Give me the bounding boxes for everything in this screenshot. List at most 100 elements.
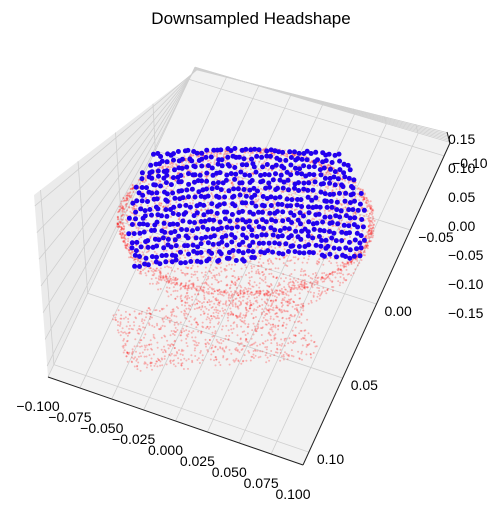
data-point: [207, 309, 210, 311]
data-point: [225, 324, 228, 327]
data-point: [237, 176, 240, 179]
data-point: [183, 314, 186, 317]
data-point: [371, 232, 374, 235]
data-point: [352, 198, 357, 204]
data-point: [369, 222, 371, 224]
data-point: [206, 325, 209, 328]
data-point: [168, 182, 174, 188]
data-point: [122, 197, 125, 200]
data-point: [244, 314, 247, 317]
data-point: [140, 345, 143, 348]
data-point: [271, 223, 274, 226]
data-point: [117, 211, 120, 214]
data-point: [366, 199, 369, 202]
data-point: [143, 319, 146, 322]
data-point: [189, 233, 192, 236]
data-point: [334, 270, 337, 273]
data-point: [200, 308, 203, 311]
data-point: [212, 335, 215, 337]
data-point: [161, 324, 164, 327]
data-point: [310, 235, 316, 241]
data-point: [184, 159, 187, 162]
data-point: [171, 311, 174, 313]
data-point: [301, 163, 307, 169]
data-point: [251, 255, 257, 261]
data-point: [191, 235, 194, 238]
data-point: [339, 281, 342, 284]
data-point: [208, 317, 211, 320]
data-point: [200, 330, 203, 333]
data-point: [235, 347, 238, 349]
data-point: [342, 196, 345, 199]
data-point: [290, 298, 293, 300]
data-point: [133, 248, 139, 254]
data-point: [154, 196, 160, 202]
data-point: [260, 334, 263, 336]
data-point: [184, 249, 187, 252]
data-point: [248, 193, 251, 196]
data-point: [268, 252, 271, 255]
data-point: [160, 202, 163, 205]
data-point: [272, 199, 275, 202]
data-point: [333, 271, 336, 274]
data-point: [252, 192, 258, 198]
data-point: [235, 186, 241, 192]
data-point: [159, 180, 162, 183]
data-point: [190, 267, 193, 269]
data-point: [165, 249, 168, 252]
data-point: [232, 253, 235, 255]
data-point: [184, 316, 187, 319]
data-point: [237, 294, 240, 297]
data-point: [366, 241, 369, 244]
data-point: [331, 211, 334, 214]
data-point: [179, 334, 182, 337]
data-point: [344, 279, 347, 282]
data-point: [343, 254, 348, 259]
data-point: [207, 160, 209, 162]
data-point: [192, 339, 195, 342]
data-point: [180, 362, 183, 365]
data-point: [135, 258, 138, 260]
data-point: [254, 153, 260, 159]
data-point: [301, 177, 304, 180]
data-point: [197, 293, 200, 296]
data-point: [283, 309, 286, 312]
data-point: [156, 322, 158, 325]
data-point: [373, 219, 376, 222]
data-point: [172, 167, 177, 173]
data-point: [361, 196, 363, 199]
data-point: [237, 207, 240, 210]
data-point: [170, 314, 173, 317]
data-point: [348, 253, 351, 255]
data-point: [244, 286, 247, 289]
data-point: [325, 243, 331, 249]
data-point: [229, 225, 235, 231]
data-point: [128, 195, 131, 198]
data-point: [220, 152, 223, 155]
gridline: [196, 69, 448, 134]
data-point: [223, 152, 226, 155]
data-point: [298, 332, 301, 335]
data-point: [219, 266, 222, 269]
data-point: [282, 190, 285, 193]
data-point: [195, 288, 197, 291]
data-point: [129, 252, 132, 255]
data-point: [177, 228, 180, 231]
data-point: [174, 163, 177, 166]
data-point: [221, 328, 223, 331]
data-point: [237, 359, 240, 362]
data-point: [293, 222, 296, 225]
data-point: [268, 257, 271, 260]
data-point: [226, 312, 229, 315]
data-point: [306, 286, 309, 289]
data-point: [129, 245, 135, 251]
data-point: [180, 358, 182, 361]
data-point: [368, 239, 371, 242]
data-point: [156, 357, 159, 360]
data-point: [133, 208, 136, 210]
data-point: [306, 344, 309, 347]
data-point: [328, 164, 331, 167]
data-point: [158, 183, 163, 189]
data-point: [147, 270, 150, 273]
data-point: [268, 311, 271, 314]
